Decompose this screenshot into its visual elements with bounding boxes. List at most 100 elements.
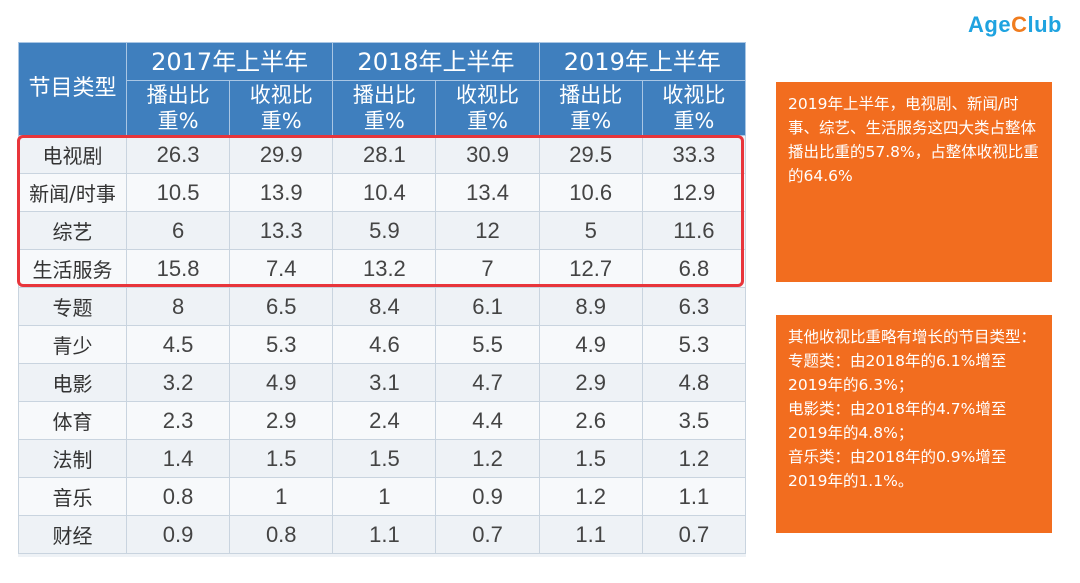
table-row: 音乐 0.8 1 1 0.9 1.2 1.1 [18, 477, 747, 516]
share-value-cell: 2.9 [538, 363, 643, 402]
header-year-2017: 2017年上半年 [125, 42, 334, 81]
share-value-cell: 4.7 [435, 363, 540, 402]
share-value-cell: 28.1 [332, 135, 437, 174]
program-type-cell: 电视剧 [18, 135, 127, 174]
share-value-cell: 8.9 [538, 287, 643, 326]
share-value-cell: 4.8 [641, 363, 747, 402]
table-row: 青少 4.5 5.3 4.6 5.5 4.9 5.3 [18, 325, 747, 364]
share-value-cell: 7 [435, 249, 540, 288]
program-type-cell: 青少 [18, 325, 127, 364]
share-value-cell: 0.9 [435, 477, 540, 516]
note-line: 其他收视比重略有增长的节目类型： [788, 328, 1037, 346]
program-type-cell: 体育 [18, 401, 127, 440]
header-viewing-share: 收视比重% [229, 80, 334, 136]
share-value-cell: 5.3 [229, 325, 334, 364]
share-value-cell: 3.1 [332, 363, 437, 402]
note-line: 专题类：由2018年的6.1%增至2019年的6.3%； [788, 352, 1007, 394]
share-value-cell: 1 [332, 477, 437, 516]
share-value-cell: 12 [435, 211, 540, 250]
share-value-cell: 15.8 [125, 249, 231, 288]
program-type-cell: 专题 [18, 287, 127, 326]
program-share-table: 节目类型 2017年上半年 2018年上半年 2019年上半年 播出比重% 收视… [18, 42, 747, 554]
table-row: 体育 2.3 2.9 2.4 4.4 2.6 3.5 [18, 401, 747, 440]
share-value-cell: 8 [125, 287, 231, 326]
share-value-cell: 0.8 [125, 477, 231, 516]
share-value-cell: 13.9 [229, 173, 334, 212]
header-broadcast-share: 播出比重% [125, 80, 231, 136]
logo-part-age: Age [968, 12, 1012, 37]
note-top-four-summary: 2019年上半年，电视剧、新闻/时事、综艺、生活服务这四大类占整体播出比重的57… [776, 82, 1052, 282]
share-value-cell: 2.3 [125, 401, 231, 440]
share-value-cell: 10.4 [332, 173, 437, 212]
share-value-cell: 1.2 [641, 439, 747, 478]
share-table-container: 节目类型 2017年上半年 2018年上半年 2019年上半年 播出比重% 收视… [18, 42, 747, 557]
program-type-cell: 音乐 [18, 477, 127, 516]
program-type-cell: 新闻/时事 [18, 173, 127, 212]
header-broadcast-share: 播出比重% [538, 80, 643, 136]
share-value-cell: 13.4 [435, 173, 540, 212]
share-value-cell: 29.5 [538, 135, 643, 174]
ageclub-logo: AgeClub [968, 12, 1062, 38]
share-value-cell: 6.1 [435, 287, 540, 326]
share-value-cell: 0.8 [229, 515, 334, 554]
logo-part-lub: lub [1027, 12, 1062, 37]
share-value-cell: 8.4 [332, 287, 437, 326]
share-value-cell: 6.3 [641, 287, 747, 326]
header-viewing-share: 收视比重% [641, 80, 747, 136]
top-four-highlight-box [17, 135, 744, 287]
table-body: 电视剧 26.3 29.9 28.1 30.9 29.5 33.3 新闻/时事 10.5 13.9… [18, 135, 747, 554]
header-year-2019: 2019年上半年 [538, 42, 747, 81]
share-value-cell: 5 [538, 211, 643, 250]
share-value-cell: 33.3 [641, 135, 747, 174]
table-row: 生活服务 15.8 7.4 13.2 7 12.7 6.8 [18, 249, 747, 288]
header-category: 节目类型 [18, 42, 127, 136]
share-value-cell: 4.5 [125, 325, 231, 364]
share-value-cell: 1.2 [435, 439, 540, 478]
share-value-cell: 3.5 [641, 401, 747, 440]
share-value-cell: 2.4 [332, 401, 437, 440]
header-year-2018: 2018年上半年 [332, 42, 540, 81]
share-value-cell: 4.9 [229, 363, 334, 402]
share-value-cell: 1.1 [641, 477, 747, 516]
table-row: 电影 3.2 4.9 3.1 4.7 2.9 4.8 [18, 363, 747, 402]
share-value-cell: 5.5 [435, 325, 540, 364]
share-value-cell: 7.4 [229, 249, 334, 288]
table-row: 新闻/时事 10.5 13.9 10.4 13.4 10.6 12.9 [18, 173, 747, 212]
program-type-cell: 法制 [18, 439, 127, 478]
note-growth-summary: 其他收视比重略有增长的节目类型： 专题类：由2018年的6.1%增至2019年的… [776, 315, 1052, 533]
share-value-cell: 6.8 [641, 249, 747, 288]
share-value-cell: 11.6 [641, 211, 747, 250]
header-viewing-share: 收视比重% [435, 80, 540, 136]
share-value-cell: 0.9 [125, 515, 231, 554]
share-value-cell: 6.5 [229, 287, 334, 326]
header-broadcast-share: 播出比重% [332, 80, 437, 136]
table-row: 法制 1.4 1.5 1.5 1.2 1.5 1.2 [18, 439, 747, 478]
share-value-cell: 0.7 [435, 515, 540, 554]
share-value-cell: 2.6 [538, 401, 643, 440]
share-value-cell: 13.2 [332, 249, 437, 288]
share-value-cell: 4.6 [332, 325, 437, 364]
share-value-cell: 4.4 [435, 401, 540, 440]
share-value-cell: 1.5 [229, 439, 334, 478]
table-row: 财经 0.9 0.8 1.1 0.7 1.1 0.7 [18, 515, 747, 554]
program-type-cell: 电影 [18, 363, 127, 402]
logo-part-c: C [1011, 12, 1028, 37]
note-line: 电影类：由2018年的4.7%增至2019年的4.8%； [788, 400, 1007, 442]
share-value-cell: 1.5 [538, 439, 643, 478]
share-value-cell: 1.2 [538, 477, 643, 516]
program-type-cell: 生活服务 [18, 249, 127, 288]
share-value-cell: 6 [125, 211, 231, 250]
share-value-cell: 1.4 [125, 439, 231, 478]
share-value-cell: 2.9 [229, 401, 334, 440]
note-line: 音乐类：由2018年的0.9%增至2019年的1.1%。 [788, 448, 1007, 490]
share-value-cell: 0.7 [641, 515, 747, 554]
share-value-cell: 1.5 [332, 439, 437, 478]
share-value-cell: 3.2 [125, 363, 231, 402]
share-value-cell: 1.1 [332, 515, 437, 554]
share-value-cell: 13.3 [229, 211, 334, 250]
share-value-cell: 12.9 [641, 173, 747, 212]
table-row: 专题 8 6.5 8.4 6.1 8.9 6.3 [18, 287, 747, 326]
share-value-cell: 10.6 [538, 173, 643, 212]
share-value-cell: 1.1 [538, 515, 643, 554]
share-value-cell: 10.5 [125, 173, 231, 212]
